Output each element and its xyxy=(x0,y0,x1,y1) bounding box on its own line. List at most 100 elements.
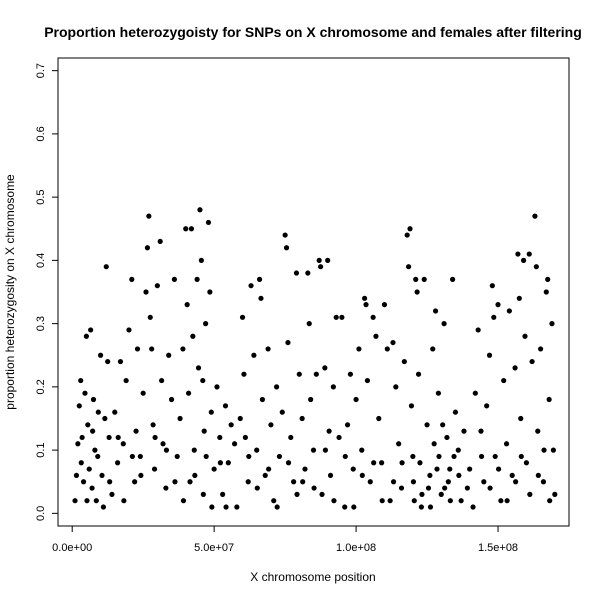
data-point xyxy=(418,504,424,510)
data-point xyxy=(78,377,84,384)
data-point xyxy=(129,276,135,282)
data-point xyxy=(487,485,493,491)
data-point xyxy=(424,422,430,428)
data-point xyxy=(311,485,317,491)
data-point xyxy=(166,352,172,358)
data-point xyxy=(151,466,158,472)
data-point xyxy=(440,422,446,428)
data-point xyxy=(191,447,197,453)
data-point xyxy=(545,276,551,282)
data-point xyxy=(407,226,413,232)
data-point xyxy=(80,479,87,485)
y-tick-label: 0.2 xyxy=(35,379,47,394)
data-point xyxy=(518,453,524,460)
data-point xyxy=(198,257,204,263)
y-tick-label: 0.5 xyxy=(35,189,47,204)
data-point xyxy=(522,333,528,339)
data-point xyxy=(299,415,305,422)
data-point xyxy=(515,251,521,257)
data-point xyxy=(527,491,533,497)
data-point xyxy=(552,491,558,497)
y-tick-label: 0.1 xyxy=(35,442,47,457)
data-point xyxy=(532,213,538,219)
data-point xyxy=(177,415,183,422)
data-point xyxy=(159,377,165,384)
data-point xyxy=(363,302,369,308)
data-point xyxy=(541,447,547,453)
data-point xyxy=(99,472,105,479)
data-point xyxy=(421,276,427,282)
data-point xyxy=(194,276,200,282)
data-point xyxy=(115,460,121,466)
data-point xyxy=(294,491,300,497)
data-point xyxy=(516,295,522,301)
data-point xyxy=(470,504,476,510)
data-point xyxy=(484,403,490,409)
data-point xyxy=(220,491,226,497)
data-point xyxy=(384,346,390,352)
data-point xyxy=(192,472,198,479)
data-point xyxy=(373,333,379,339)
data-point xyxy=(273,384,280,390)
y-tick-label: 0.3 xyxy=(35,316,47,331)
data-point xyxy=(322,365,328,371)
data-point xyxy=(86,466,92,472)
data-point xyxy=(109,491,115,497)
data-point xyxy=(518,415,524,422)
data-point xyxy=(540,479,547,485)
data-point xyxy=(105,358,111,365)
data-point xyxy=(85,422,91,428)
data-point xyxy=(254,485,260,491)
data-point xyxy=(254,447,260,453)
y-tick-label: 0.4 xyxy=(35,253,47,268)
data-point xyxy=(90,396,97,403)
data-point xyxy=(486,352,493,358)
data-point xyxy=(143,289,149,295)
data-point xyxy=(478,453,485,460)
data-point xyxy=(180,498,187,504)
data-point xyxy=(239,314,246,320)
data-point xyxy=(461,428,467,434)
x-tick-label: 1.5e+08 xyxy=(478,542,518,554)
data-point xyxy=(435,390,442,396)
data-point xyxy=(356,346,362,352)
data-point xyxy=(97,352,104,358)
data-point xyxy=(339,314,345,320)
data-point xyxy=(370,314,376,320)
data-point xyxy=(88,327,94,333)
data-point xyxy=(523,460,530,466)
data-point xyxy=(112,409,118,415)
data-point xyxy=(535,472,541,479)
data-point xyxy=(364,377,371,384)
data-point xyxy=(103,264,109,270)
data-point xyxy=(344,422,351,428)
data-point xyxy=(79,434,85,441)
data-point xyxy=(248,283,254,289)
data-point xyxy=(147,314,153,320)
data-point xyxy=(115,434,121,441)
data-point xyxy=(76,403,82,409)
data-point xyxy=(214,384,220,390)
data-point xyxy=(144,245,151,251)
data-point xyxy=(503,441,510,447)
data-point xyxy=(163,447,170,453)
data-point xyxy=(150,422,156,428)
data-point xyxy=(538,346,544,352)
y-axis: 0.0 0.1 0.2 0.3 0.4 0.5 0.6 0.7 xyxy=(35,63,59,521)
chart-title: Proportion heterozygoisty for SNPs on X … xyxy=(44,24,582,40)
data-point xyxy=(296,371,302,377)
data-point xyxy=(291,479,297,485)
data-point xyxy=(390,339,396,346)
data-point xyxy=(467,466,473,472)
data-point xyxy=(331,498,337,504)
data-point xyxy=(546,396,552,403)
data-point xyxy=(451,453,457,460)
data-point xyxy=(472,390,478,396)
data-point xyxy=(495,466,502,472)
data-point xyxy=(251,352,257,358)
data-point xyxy=(180,346,186,352)
data-point xyxy=(242,434,248,441)
data-point xyxy=(367,479,373,485)
data-point xyxy=(132,479,138,485)
